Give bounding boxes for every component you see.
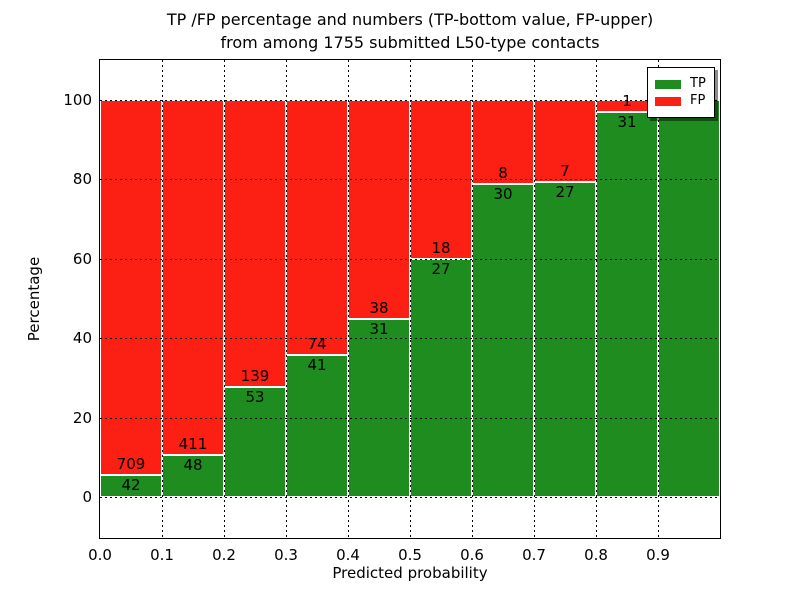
bar-fp-count-label: 8 — [498, 163, 508, 182]
vertical-gridline — [286, 60, 287, 538]
y-axis-title: Percentage — [25, 256, 43, 342]
bar-tp-count-label: 31 — [617, 113, 637, 132]
bar-fp-segment — [286, 100, 348, 356]
bar-tp-segment — [534, 181, 596, 497]
horizontal-gridline — [100, 258, 720, 260]
x-tick-label: 0.7 — [522, 546, 546, 564]
bar-fp-count-label: 139 — [240, 367, 270, 386]
bar-tp-segment — [286, 355, 348, 497]
x-tick-label: 0.8 — [584, 546, 608, 564]
bar-tp-segment — [162, 455, 224, 497]
y-tick-label: 0 — [82, 488, 92, 506]
vertical-gridline — [658, 60, 659, 538]
y-tick-label: 60 — [72, 249, 92, 268]
x-tick-label: 0.3 — [274, 546, 298, 564]
bar-fp-count-label: 1 — [622, 92, 632, 111]
x-tick-label: 0.2 — [212, 546, 236, 564]
horizontal-gridline — [100, 100, 720, 101]
x-tick-label: 0.0 — [88, 546, 112, 564]
legend-item-fp: FP — [655, 94, 707, 108]
chart-title-line1: TP /FP percentage and numbers (TP-bottom… — [166, 10, 654, 29]
vertical-gridline — [162, 60, 163, 538]
legend-tp-swatch — [655, 79, 681, 89]
bar-fp-segment — [162, 100, 224, 456]
x-tick-label: 0.5 — [398, 546, 422, 564]
bar-fp-count-label: 18 — [431, 238, 451, 257]
horizontal-gridline — [100, 179, 720, 181]
bar-fp-count-label: 74 — [307, 335, 327, 354]
vertical-gridline — [410, 60, 411, 538]
bar-tp-count-label: 53 — [245, 388, 265, 407]
bar-fp-count-label: 709 — [116, 454, 146, 473]
bar-fp-segment — [348, 100, 410, 319]
bar-fp-segment — [472, 100, 534, 184]
y-tick-label: 100 — [63, 91, 92, 109]
bar-tp-count-label: 27 — [555, 182, 575, 201]
x-tick-label: 0.6 — [460, 546, 484, 564]
x-axis-title: Predicted probability — [332, 564, 488, 582]
horizontal-gridline — [100, 338, 720, 340]
plot-area: TP FP 709 42 411 48 139 53 74 41 38 31 18 27 8 30 7 27 1… — [99, 59, 721, 539]
vertical-gridline — [348, 60, 349, 538]
bar-fp-count-label: 38 — [369, 298, 389, 317]
legend-tp-label: TP — [690, 76, 706, 91]
x-tick-label: 0.1 — [150, 546, 174, 564]
chart-title: TP /FP percentage and numbers (TP-bottom… — [20, 8, 800, 54]
horizontal-gridline — [100, 497, 720, 498]
x-tick-label: 0.9 — [646, 546, 670, 564]
x-tick-label: 0.4 — [336, 546, 360, 564]
legend: TP FP — [647, 67, 715, 118]
legend-fp-label: FP — [690, 93, 706, 108]
vertical-gridline — [534, 60, 535, 538]
y-tick-label: 80 — [72, 170, 92, 189]
bar-tp-count-label: 31 — [369, 319, 389, 338]
bar-tp-count-label: 42 — [121, 475, 141, 494]
bar-fp-count-label: 7 — [560, 161, 570, 180]
bar-tp-count-label: 48 — [183, 456, 203, 475]
bar-tp-segment — [658, 100, 720, 497]
legend-item-tp: TP — [655, 77, 707, 91]
bar-tp-segment — [410, 258, 472, 497]
chart-title-line2: from among 1755 submitted L50-type conta… — [220, 33, 600, 52]
vertical-gridline — [596, 60, 597, 538]
bar-tp-count-label: 41 — [307, 356, 327, 375]
bar-fp-count-label: 411 — [178, 435, 208, 454]
bar-tp-count-label: 30 — [493, 184, 513, 203]
horizontal-gridline — [100, 417, 720, 419]
bar-tp-segment — [100, 474, 162, 497]
bar-fp-segment — [100, 100, 162, 475]
vertical-gridline — [472, 60, 473, 538]
bar-tp-segment — [348, 318, 410, 497]
legend-fp-swatch — [655, 96, 681, 106]
vertical-gridline — [224, 60, 225, 538]
y-tick-label: 40 — [72, 329, 92, 348]
bar-tp-count-label: 27 — [431, 259, 451, 278]
bar-fp-segment — [224, 100, 286, 388]
bar-tp-segment — [472, 183, 534, 497]
y-tick-label: 20 — [72, 408, 92, 427]
bar-tp-segment — [596, 112, 658, 497]
